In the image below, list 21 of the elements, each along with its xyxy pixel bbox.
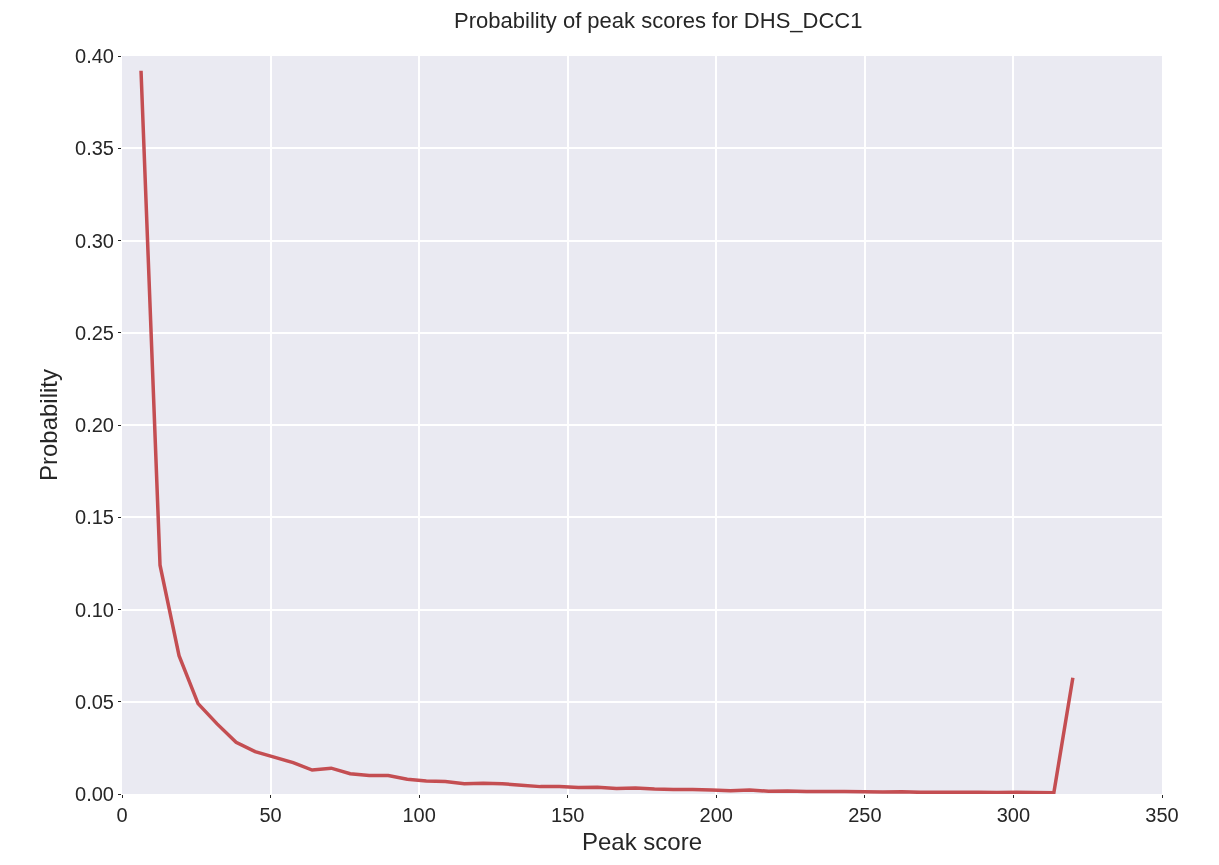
x-tick-label: 350 — [1145, 804, 1179, 826]
x-tick-label: 0 — [116, 804, 128, 826]
x-tick-label: 100 — [402, 804, 436, 826]
y-tick-label: 0.10 — [75, 598, 114, 621]
x-tick-label: 50 — [259, 804, 282, 826]
y-tick-label: 0.30 — [75, 229, 114, 252]
x-tick-label: 300 — [996, 804, 1031, 826]
chart-title: Probability of peak scores for DHS_DCC1 — [454, 8, 863, 34]
x-tick-label: 150 — [551, 804, 585, 826]
y-axis-title: Probability — [35, 368, 63, 482]
y-tick-label: 0.25 — [75, 321, 114, 344]
x-axis-title: Peak score — [581, 828, 703, 856]
line-series — [139, 69, 1075, 794]
y-tick-label: 0.15 — [75, 506, 114, 529]
y-tick-label: 0.00 — [75, 783, 114, 805]
x-tick-label: 250 — [848, 804, 882, 826]
x-tick-label: 200 — [699, 804, 733, 826]
y-tick-label: 0.35 — [75, 137, 114, 160]
y-tick-label: 0.05 — [75, 690, 114, 713]
y-tick-label: 0.40 — [75, 45, 114, 67]
y-tick-label: 0.20 — [75, 414, 114, 436]
